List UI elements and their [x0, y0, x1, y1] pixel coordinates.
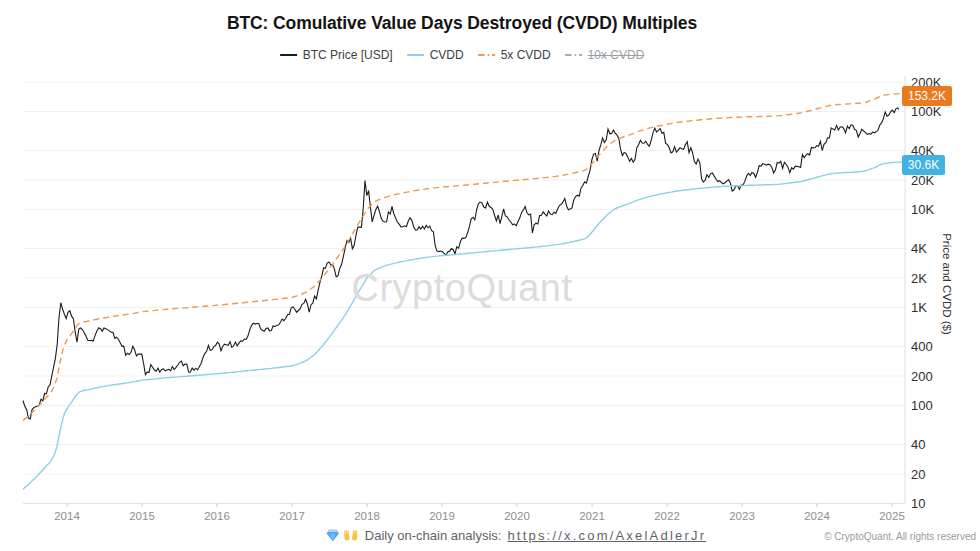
x-tick-label: 2017 [274, 510, 310, 522]
x-tick-label: 2014 [49, 510, 85, 522]
y-tick-label: 4K [911, 241, 927, 256]
footer-link[interactable]: https://x.com/AxelAdlerJr [507, 528, 706, 543]
raised-hands-emoji [343, 529, 359, 542]
btc-price-line [23, 108, 899, 419]
footer: Daily on-chain analysis: https://x.com/A… [326, 528, 706, 543]
cryptoquant-watermark: CryptoQuant [352, 267, 573, 310]
x-tick-label: 2015 [124, 510, 160, 522]
footer-text: Daily on-chain analysis: [365, 528, 502, 543]
x-tick-label: 2016 [199, 510, 235, 522]
x-tick-label: 2022 [649, 510, 685, 522]
y-tick-label: 1K [911, 300, 927, 315]
y-axis-title: Price and CVDD ($) [941, 233, 953, 335]
last-value-badge-5x-cvdd: 153.2K [902, 86, 952, 106]
last-value-badge-cvdd: 30.6K [902, 155, 945, 175]
y-tick-label: 100 [911, 398, 933, 413]
y-tick-label: 20 [911, 467, 925, 482]
x-tick-label: 2025 [874, 510, 910, 522]
y-tick-label: 100K [911, 104, 941, 119]
copyright-text: © CryptoQuant. All rights reserved [824, 531, 976, 542]
x-tick-label: 2018 [349, 510, 385, 522]
y-tick-label: 400 [911, 339, 933, 354]
y-tick-label: 40 [911, 437, 925, 452]
x-tick-label: 2021 [574, 510, 610, 522]
x-tick-label: 2023 [724, 510, 760, 522]
x-tick-label: 2019 [424, 510, 460, 522]
y-tick-label: 10 [911, 496, 925, 511]
y-tick-label: 2K [911, 271, 927, 286]
y-tick-label: 10K [911, 202, 934, 217]
y-tick-label: 200 [911, 369, 933, 384]
x-tick-label: 2024 [799, 510, 835, 522]
x-tick-label: 2020 [499, 510, 535, 522]
5x-cvdd-line [23, 93, 903, 420]
cvdd-line [23, 162, 903, 489]
gem-emoji [326, 529, 340, 542]
